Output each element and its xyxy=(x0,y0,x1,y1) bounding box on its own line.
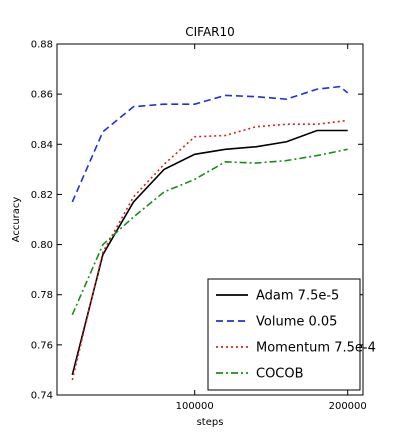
chart-title: CIFAR10 xyxy=(185,25,235,39)
legend-label-3: COCOB xyxy=(256,367,304,382)
x-axis: 100000 200000 xyxy=(176,44,367,412)
y-tick-label: 0.86 xyxy=(31,90,53,101)
y-tick-label: 0.84 xyxy=(31,140,53,151)
y-tick-label: 0.88 xyxy=(31,40,53,51)
y-tick-label: 0.82 xyxy=(31,190,53,201)
y-tick-label: 0.80 xyxy=(31,240,53,251)
y-axis: 0.74 0.76 0.78 0.80 0.82 0.84 0.86 0.88 xyxy=(31,40,363,402)
legend-box xyxy=(207,278,361,391)
y-tick-label: 0.74 xyxy=(31,391,53,402)
y-tick-label: 0.78 xyxy=(31,290,53,301)
series-line-3 xyxy=(71,148,348,316)
series-line-0 xyxy=(71,129,348,376)
legend-label-2: Momentum 7.5e-4 xyxy=(256,341,376,356)
y-tick-label: 0.76 xyxy=(31,340,53,351)
legend: Adam 7.5e-5 Volume 0.05 Momentum 7.5e-4 COC… xyxy=(207,278,376,391)
series-line-2 xyxy=(71,119,348,381)
legend-label-0: Adam 7.5e-5 xyxy=(256,289,339,304)
series-layer xyxy=(71,85,349,381)
series-line-1 xyxy=(71,85,349,203)
x-tick-label: 100000 xyxy=(176,401,214,412)
x-axis-title: steps xyxy=(197,417,224,428)
x-tick-label: 200000 xyxy=(329,401,367,412)
y-axis-title: Accuracy xyxy=(11,197,22,243)
legend-label-1: Volume 0.05 xyxy=(256,315,337,330)
